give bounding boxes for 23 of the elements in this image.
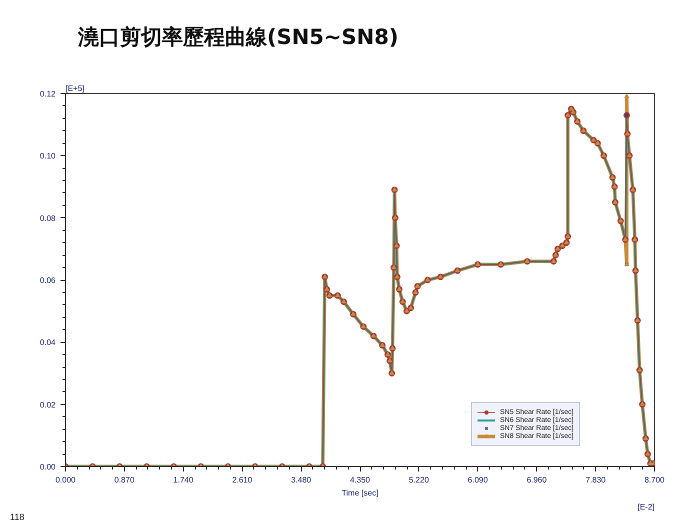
chart-title: 澆口剪切率歷程曲線(SN5~SN8) bbox=[78, 24, 398, 51]
x-axis-title: Time [sec] bbox=[342, 488, 378, 498]
y-axis-title: [E+5] bbox=[66, 84, 84, 93]
x-tick-label: 5.220 bbox=[408, 476, 430, 484]
x-tick-label: 7.830 bbox=[586, 476, 606, 484]
y-tick-label: 0.10 bbox=[40, 152, 56, 161]
x-tick-label: 1.740 bbox=[173, 476, 194, 484]
y-tick-label: 0.08 bbox=[40, 214, 56, 223]
y-tick-label: 0.02 bbox=[40, 400, 56, 410]
x-tick-label: 8.700 bbox=[644, 476, 666, 484]
x-tick-label: 6.090 bbox=[468, 476, 488, 484]
x-tick-label: 2.610 bbox=[232, 476, 253, 484]
y-tick-label: 0.00 bbox=[40, 462, 56, 472]
text: 118 bbox=[10, 511, 24, 524]
x-tick-label: 0.000 bbox=[55, 476, 76, 484]
text: [E-2] bbox=[638, 502, 655, 512]
x-tick-label: 0.870 bbox=[114, 476, 135, 484]
y-tick-label: 0.06 bbox=[40, 276, 56, 285]
x-tick-label: 3.480 bbox=[291, 476, 312, 484]
x-tick-label: 6.960 bbox=[526, 476, 548, 484]
y-tick-label: 0.04 bbox=[40, 338, 56, 348]
y-tick-label: 0.12 bbox=[40, 90, 56, 98]
x-tick-label: 4.350 bbox=[350, 476, 371, 484]
